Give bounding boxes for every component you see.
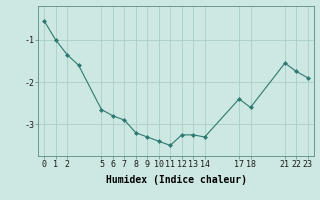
X-axis label: Humidex (Indice chaleur): Humidex (Indice chaleur) bbox=[106, 175, 246, 185]
